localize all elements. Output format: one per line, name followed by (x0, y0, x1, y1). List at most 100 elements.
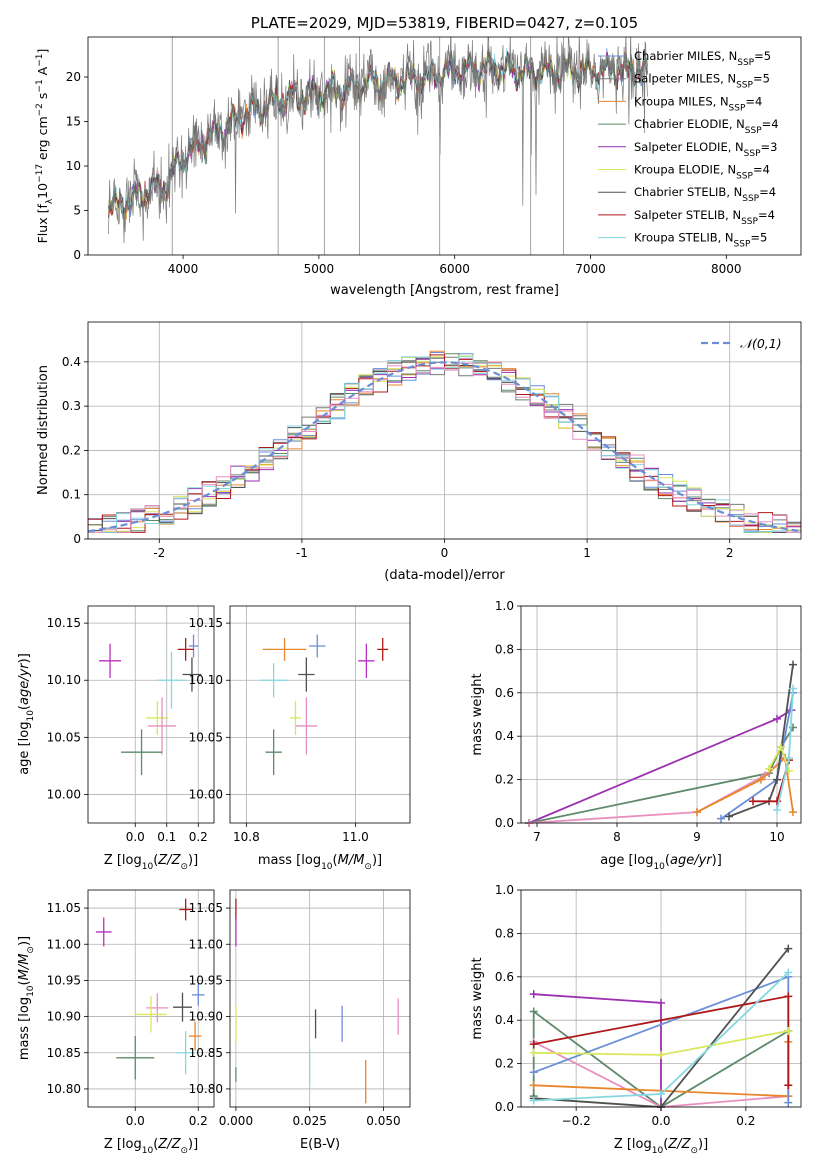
x-tick-label: 0.0 (651, 1114, 670, 1128)
y-axis-label: Normed distribution (36, 365, 51, 495)
x-tick-label: 0.1 (157, 830, 176, 844)
x-tick-label: 1 (583, 546, 591, 560)
y-tick-label: 10 (66, 159, 81, 173)
x-axis-label: wavelength [Angstrom, rest frame] (330, 283, 559, 298)
y-tick-label: 0 (73, 532, 81, 546)
weight-series-line (528, 709, 792, 824)
histograms (88, 350, 801, 533)
weight-marker (529, 1040, 538, 1049)
x-tick-label: 0.000 (219, 1114, 253, 1128)
y-tick-label: 15 (66, 115, 81, 129)
y-tick-label: 10.10 (47, 673, 81, 687)
x-tick-label: 10.8 (233, 830, 260, 844)
weight-marker (717, 814, 725, 823)
legend: Chabrier MILES, NSSP=5 Salpeter MILES, NS… (598, 49, 779, 250)
y-tick-label: 0.2 (495, 773, 514, 787)
x-axis-label: Z [log10(Z/Z⊙)] (614, 1137, 708, 1156)
y-tick-label: 0.6 (495, 970, 514, 984)
mass_vs_Z-axes: 0.0 0.2 10.80 10.85 10.90 10.95 11.00 11.05 (47, 890, 214, 1128)
x-tick-label: 0.0 (126, 830, 145, 844)
weight-marker (657, 1089, 665, 1098)
x-tick-label: 4000 (168, 262, 199, 276)
x-tick-label: 7000 (575, 262, 606, 276)
x-tick-label: -1 (296, 546, 308, 560)
x-axis-label: (data-model)/error (384, 568, 505, 583)
legend-label: Salpeter STELIB, NSSP=4 (634, 208, 775, 227)
spectrum-series-line (108, 51, 648, 216)
weight-marker (784, 968, 793, 977)
y-tick-label: 11.05 (189, 901, 223, 915)
spectrum-series-line (108, 48, 648, 221)
y-tick-label: 10.90 (189, 1010, 223, 1024)
weight-marker (784, 1081, 793, 1090)
y-tick-label: 10.80 (47, 1082, 81, 1096)
spectrum-series-line (108, 37, 648, 244)
legend-label: Kroupa ELODIE, NSSP=4 (634, 163, 770, 182)
errorbar-points (235, 898, 399, 1104)
weight-series-line (528, 727, 794, 824)
axes-frame (520, 889, 802, 1108)
y-axis-label: mass weight (470, 957, 485, 1039)
y-tick-label: 10.90 (47, 1010, 81, 1024)
axes-frame (229, 605, 411, 824)
axes-frame (87, 36, 802, 256)
weight-marker (529, 1068, 538, 1077)
weight-marker (784, 992, 793, 1001)
x-tick-label: 0.2 (189, 1114, 208, 1128)
x-tick-label: 6000 (439, 262, 470, 276)
weight-series-line (728, 664, 794, 818)
y-tick-label: 20 (66, 70, 81, 84)
x-tick-label: 0.2 (189, 830, 208, 844)
spectrum-lines (108, 37, 648, 255)
weight-marker (784, 1027, 793, 1036)
y-tick-label: 0.2 (495, 1057, 514, 1071)
weight-marker (757, 775, 765, 784)
histogram-step (88, 361, 801, 533)
y-tick-label: 10.85 (189, 1046, 223, 1060)
x-tick-label: 0.050 (366, 1114, 400, 1128)
x-tick-label: 0.025 (292, 1114, 326, 1128)
weight-marker (693, 808, 701, 817)
y-tick-label: 11.00 (189, 937, 223, 951)
weight-series-line (528, 757, 786, 824)
axes-frame (87, 889, 215, 1108)
y-tick-label: 10.80 (189, 1082, 223, 1096)
x-axis-label: Z [log10(Z/Z⊙)] (104, 1137, 198, 1156)
x-tick-label: 0 (441, 546, 449, 560)
x-tick-label: 8 (613, 830, 621, 844)
weight-marker (789, 660, 797, 669)
weight-marker (529, 1096, 538, 1105)
y-tick-label: 0.1 (62, 488, 81, 502)
weight-marker (749, 797, 757, 806)
y-tick-label: 0.0 (495, 1100, 514, 1114)
spectrum-series-line (108, 49, 648, 218)
axes-frame (520, 605, 802, 824)
x-tick-label: 0.2 (736, 1114, 755, 1128)
y-axis-label: mass [log10(M/M⊙)] (17, 936, 36, 1060)
x-axis-label: age [log10(age/yr)] (600, 853, 722, 872)
y-tick-label: 10.00 (47, 787, 81, 801)
y-axis-label: age [log10(age/yr)] (17, 653, 36, 775)
y-tick-label: 10.05 (47, 730, 81, 744)
axes-frame (87, 321, 802, 540)
age_vs_mass-axes: 10.8 11.0 10.00 10.05 10.10 10.15 (189, 606, 410, 844)
x-axis-label: Z [log10(Z/Z⊙)] (104, 853, 198, 872)
y-axis-label: Flux [fλ10−17 erg cm−2 s−1 A−1] (35, 49, 55, 244)
x-tick-label: −0.2 (562, 1114, 591, 1128)
weight-marker (657, 998, 665, 1007)
weight-marker (773, 775, 781, 784)
spectrum-series-line (108, 50, 648, 220)
y-tick-label: 5 (73, 204, 81, 218)
weight-series-line (720, 692, 794, 820)
mass_vs_ebv-axes: 0.000 0.025 0.050 10.80 10.85 10.90 10.95 11.00… (189, 890, 410, 1128)
x-tick-label: 9 (693, 830, 701, 844)
chart-title: PLATE=2029, MJD=53819, FIBERID=0427, z=0… (251, 14, 638, 32)
x-tick-label: 5000 (304, 262, 335, 276)
y-tick-label: 10.95 (47, 973, 81, 987)
y-tick-label: 11.00 (47, 937, 81, 951)
y-tick-label: 0.8 (495, 926, 514, 940)
errorbar-points (99, 634, 202, 776)
weight-marker (529, 990, 538, 999)
y-tick-label: 10.15 (47, 616, 81, 630)
